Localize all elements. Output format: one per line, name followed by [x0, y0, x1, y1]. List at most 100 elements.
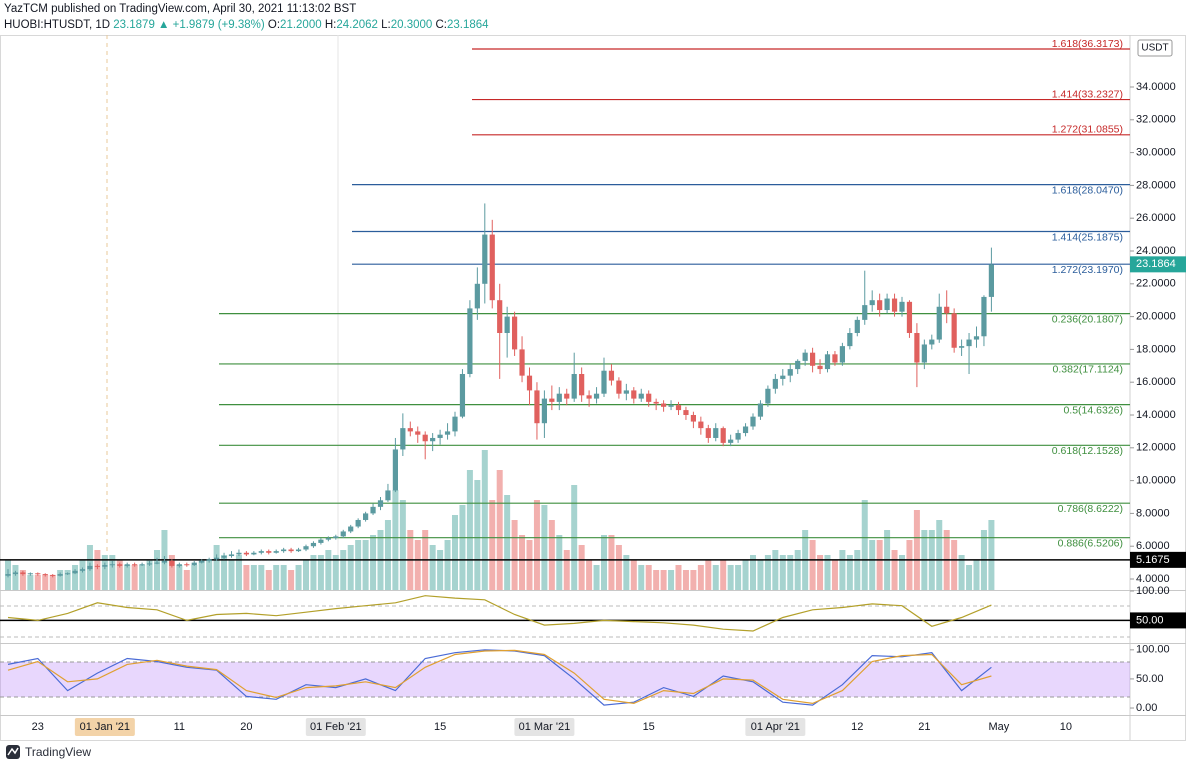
y-tick-label: 22.0000 — [1136, 278, 1176, 290]
ohlc-value: 24.2062 — [336, 19, 378, 31]
volume-bar — [660, 570, 667, 590]
candle-body — [512, 316, 518, 350]
volume-bar — [899, 555, 905, 590]
volume-bar — [340, 550, 347, 590]
candle-body — [191, 562, 197, 566]
volume-bar — [168, 555, 175, 590]
volume-bar — [757, 560, 764, 590]
candle-body — [690, 415, 696, 422]
volume-bar — [355, 540, 362, 590]
fib-label: 1.272(31.0855) — [1052, 124, 1123, 136]
stoch-line — [7, 649, 992, 705]
volume-bar — [496, 470, 503, 590]
volume-bar — [258, 565, 265, 590]
candle-body — [504, 316, 510, 334]
y-tick-label: 34.0000 — [1136, 81, 1176, 93]
stoch-tick-label: 50.00 — [1136, 673, 1164, 685]
volume-bar — [548, 520, 555, 590]
candle-body — [169, 560, 175, 566]
candle-body — [288, 549, 294, 552]
y-tick-label: 14.0000 — [1136, 409, 1176, 421]
last-price-label: 23.1864 — [1136, 258, 1176, 270]
x-tick-box — [514, 718, 575, 736]
symbol-line: HUOBI:HTUSDT, 1D 23.1879 ▲ +1.9879 (+9.3… — [4, 19, 489, 31]
volume-bar — [146, 560, 153, 590]
candle-body — [549, 398, 555, 402]
candle-body — [832, 354, 838, 363]
volume-bar — [347, 545, 354, 590]
ohlc-key: C: — [435, 19, 447, 31]
candle-body — [929, 339, 935, 345]
volume-bar — [191, 565, 198, 590]
fib-label: 1.618(28.0470) — [1052, 184, 1123, 196]
candle-body — [795, 360, 801, 370]
candle-body — [79, 569, 86, 571]
x-tick-label: 23 — [32, 721, 44, 733]
volume-bar — [317, 555, 324, 590]
x-tick-label: 11 — [174, 721, 185, 733]
y-tick-label: 30.0000 — [1136, 146, 1176, 158]
change: 23.1879 ▲ +1.9879 (+9.38%) — [113, 19, 265, 31]
volume-bar — [213, 545, 220, 590]
volume-bar — [556, 535, 563, 590]
candle-body — [787, 369, 793, 376]
candle-body — [154, 562, 160, 564]
candle-body — [437, 434, 443, 438]
candle-body — [42, 574, 48, 576]
fib-label: 1.414(25.1875) — [1052, 231, 1123, 243]
x-tick-label: 01 Apr '21 — [751, 721, 800, 733]
candle-body — [109, 564, 115, 566]
y-tick-label: 28.0000 — [1136, 179, 1176, 191]
candle-body — [266, 551, 272, 553]
candle-body — [646, 393, 652, 402]
volume-bar — [332, 555, 339, 590]
ohlc-value: 23.1864 — [447, 19, 489, 31]
volume-bar — [854, 550, 861, 590]
y-tick-label: 18.0000 — [1136, 343, 1176, 355]
candle-body — [862, 305, 868, 320]
candle-body — [593, 393, 600, 399]
volume-bar — [831, 560, 838, 590]
volume-bar — [459, 505, 466, 590]
candle-body — [221, 556, 227, 558]
candle-body — [370, 506, 376, 514]
candle-body — [489, 234, 495, 301]
last-price-tag — [1130, 256, 1186, 273]
volume-bar — [742, 560, 749, 590]
candle-body — [526, 375, 533, 391]
candle-body — [228, 554, 235, 557]
volume-bar — [601, 535, 607, 590]
hline-tag-label: 5.1675 — [1136, 554, 1170, 566]
volume-bar — [131, 565, 138, 590]
candle-body — [57, 574, 63, 576]
x-tick-label: 01 Feb '21 — [310, 721, 362, 733]
y-tick-label: 32.0000 — [1136, 114, 1176, 126]
author-line: YazTCM published on TradingView.com, Apr… — [4, 3, 356, 15]
candle-body — [482, 234, 488, 284]
logo-glyph — [7, 747, 19, 756]
x-tick-label: 12 — [851, 721, 863, 733]
rsi-tag — [1130, 612, 1186, 629]
candle-body — [444, 431, 451, 435]
candle-body — [27, 573, 33, 575]
candle-body — [497, 300, 503, 334]
volume-bar — [951, 540, 958, 590]
volume-bar — [42, 575, 49, 590]
candle-body — [668, 405, 674, 407]
volume-bar — [444, 540, 451, 590]
candle-body — [944, 306, 950, 314]
volume-bar — [139, 565, 146, 590]
volume-bar — [675, 565, 682, 590]
candle-body — [430, 437, 436, 442]
candle-body — [452, 416, 458, 432]
y-tick-label: 12.0000 — [1136, 442, 1176, 454]
volume-bar — [668, 570, 675, 590]
candle-body — [653, 401, 659, 404]
volume-bar — [228, 560, 235, 590]
volume-bar — [630, 560, 637, 590]
candle-body — [206, 559, 212, 561]
volume-bar — [519, 535, 526, 590]
y-tick-label: 24.0000 — [1136, 245, 1176, 257]
volume-bar — [794, 550, 801, 590]
logo-icon — [6, 745, 20, 759]
